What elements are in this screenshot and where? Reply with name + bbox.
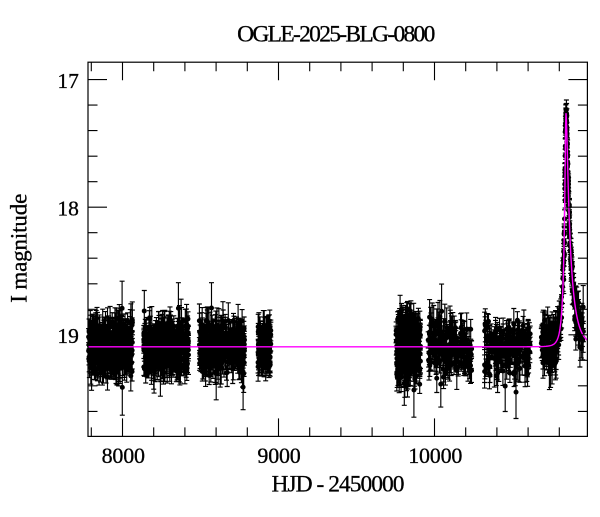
svg-text:8000: 8000: [102, 443, 145, 468]
svg-text:I magnitude: I magnitude: [7, 194, 32, 303]
svg-text:18: 18: [57, 197, 79, 221]
svg-text:OGLE-2025-BLG-0800: OGLE-2025-BLG-0800: [237, 21, 434, 47]
svg-text:19: 19: [57, 324, 79, 348]
svg-text:10000: 10000: [408, 443, 462, 468]
svg-text:17: 17: [57, 69, 79, 93]
svg-text:HJD - 2450000: HJD - 2450000: [272, 472, 404, 498]
svg-text:9000: 9000: [257, 443, 300, 468]
